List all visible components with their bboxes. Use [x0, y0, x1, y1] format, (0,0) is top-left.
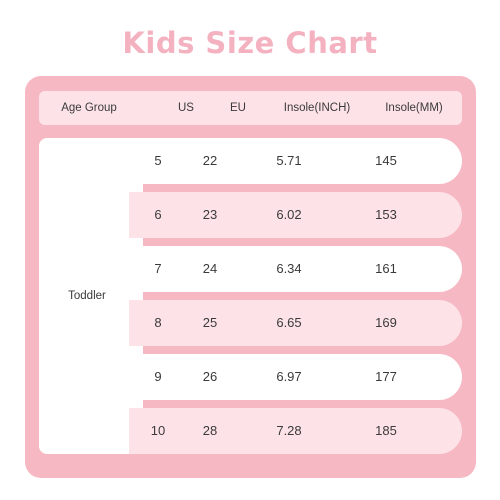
table-row: 9 26 6.97 177: [129, 354, 462, 400]
table-row: 10 28 7.28 185: [129, 408, 462, 454]
cell-insole-inch: 5.71: [276, 153, 302, 168]
header-insole-mm: Insole(MM): [385, 102, 443, 114]
cell-insole-mm: 145: [375, 153, 397, 168]
cell-us: 6: [154, 207, 162, 222]
cell-eu: 28: [202, 423, 218, 438]
header-eu: EU: [230, 102, 246, 114]
cell-eu: 25: [202, 315, 218, 330]
cell-us: 9: [154, 369, 162, 384]
cell-eu: 24: [202, 261, 218, 276]
cell-insole-mm: 177: [375, 369, 397, 384]
cell-insole-mm: 161: [375, 261, 397, 276]
size-table: Age Group US EU Insole(INCH) Insole(MM) …: [25, 76, 476, 478]
cell-us: 7: [154, 261, 162, 276]
cell-eu: 23: [202, 207, 218, 222]
table-row: 5 22 5.71 145: [129, 138, 462, 184]
table-row: 7 24 6.34 161: [129, 246, 462, 292]
age-group-cell: Toddler: [39, 138, 143, 454]
cell-us: 10: [150, 423, 166, 438]
cell-us: 8: [154, 315, 162, 330]
cell-insole-inch: 6.02: [276, 207, 302, 222]
cell-eu: 26: [202, 369, 218, 384]
page-title: Kids Size Chart: [122, 26, 378, 60]
cell-us: 5: [154, 153, 162, 168]
header-insole-inch: Insole(INCH): [283, 102, 351, 114]
header-age-group: Age Group: [61, 102, 117, 114]
cell-insole-inch: 6.65: [276, 315, 302, 330]
age-group-value: Toddler: [68, 290, 106, 302]
cell-eu: 22: [202, 153, 218, 168]
table-row: 8 25 6.65 169: [129, 300, 462, 346]
cell-insole-inch: 6.34: [276, 261, 302, 276]
table-header: Age Group US EU Insole(INCH) Insole(MM): [39, 91, 462, 125]
cell-insole-inch: 7.28: [276, 423, 302, 438]
header-us: US: [178, 102, 194, 114]
cell-insole-mm: 169: [375, 315, 397, 330]
table-row: 6 23 6.02 153: [129, 192, 462, 238]
cell-insole-mm: 185: [375, 423, 397, 438]
cell-insole-inch: 6.97: [276, 369, 302, 384]
cell-insole-mm: 153: [375, 207, 397, 222]
